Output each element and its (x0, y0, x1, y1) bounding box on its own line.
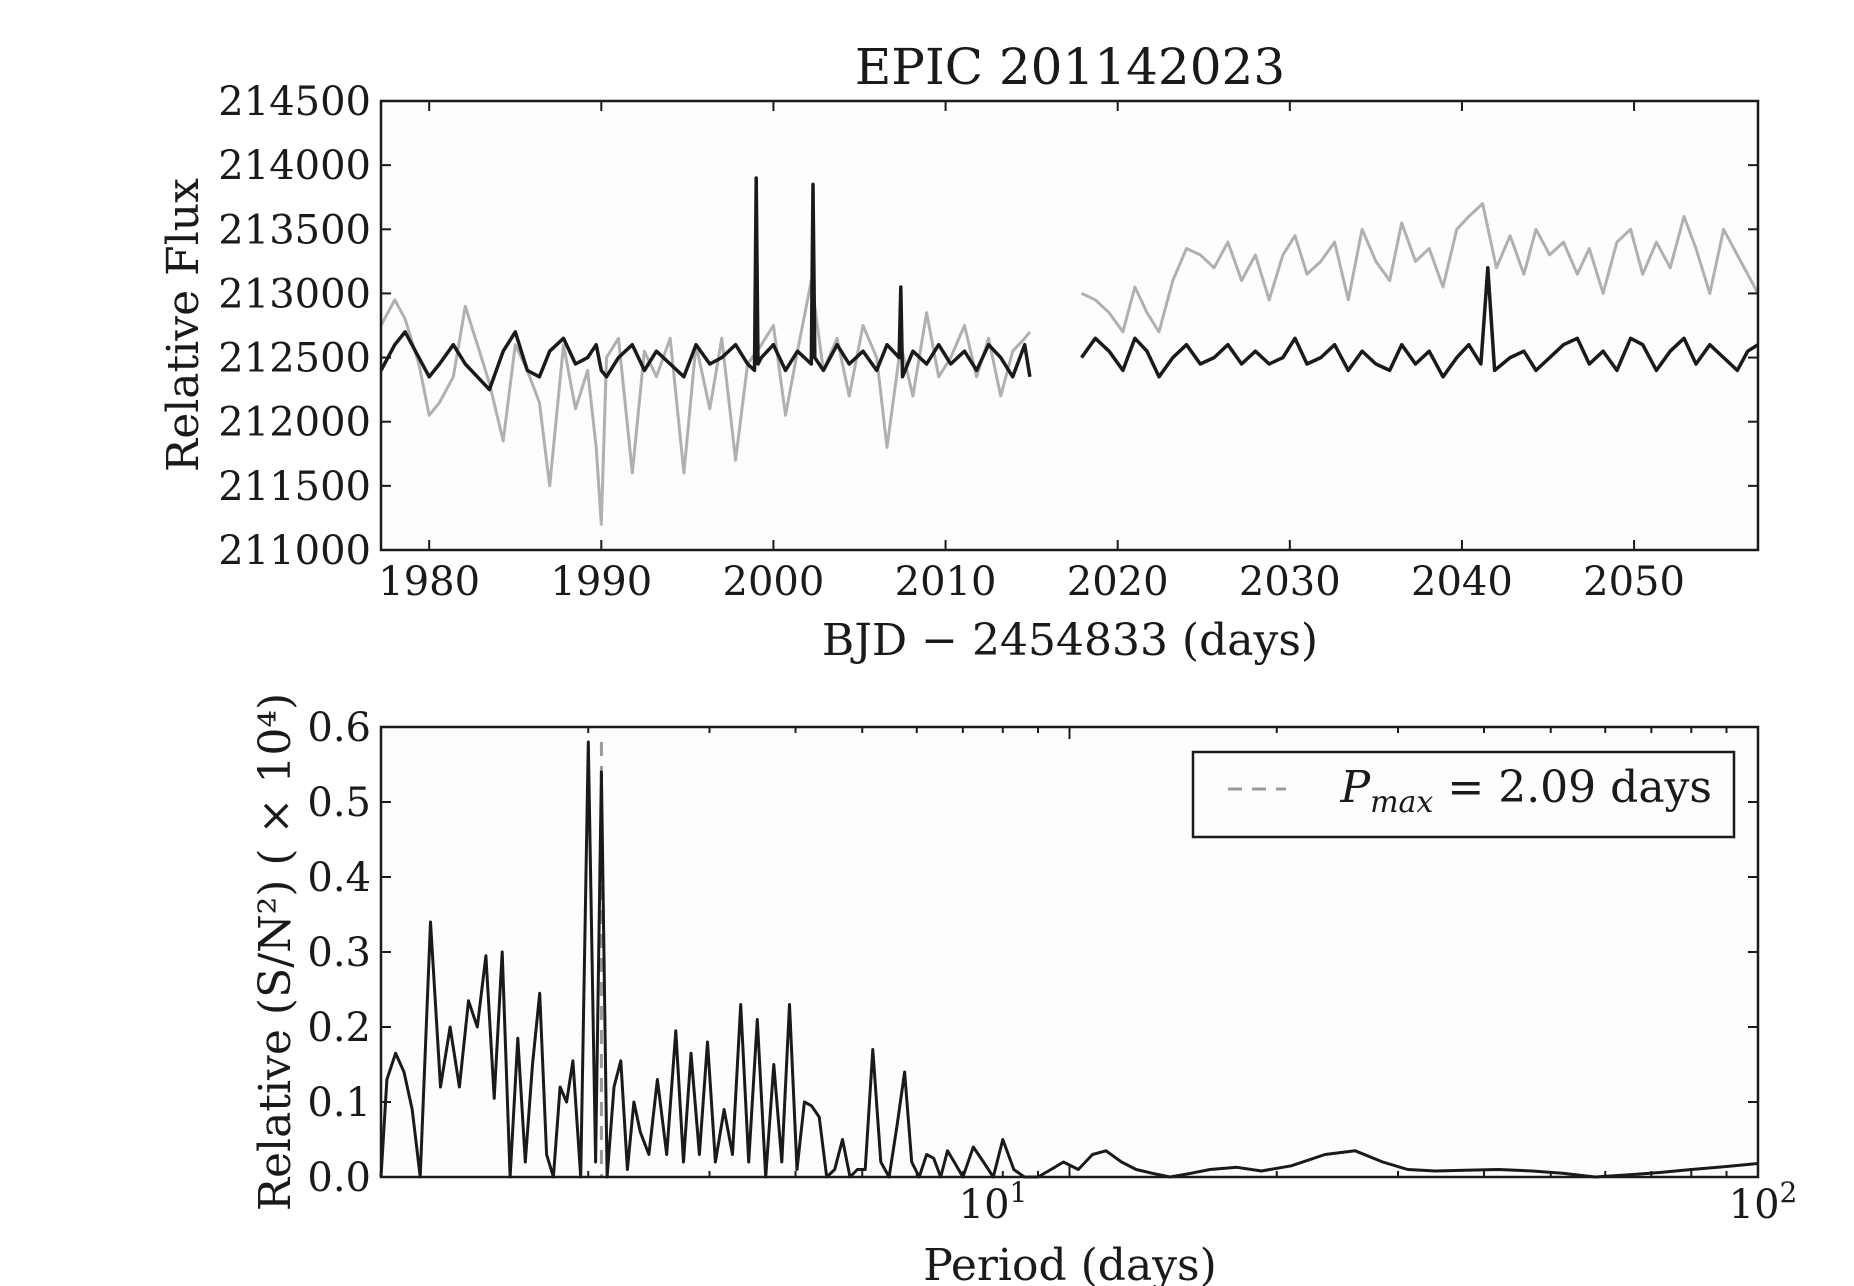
y-tick-label-212500: 212500 (218, 336, 371, 382)
periodogram-line (379, 740, 1759, 1179)
light-curve-series (379, 176, 1760, 526)
x-tick-label-1990: 1990 (550, 559, 652, 605)
pg-y-tick-label-0.5: 0.5 (307, 780, 371, 826)
pg-y-tick-label-0.4: 0.4 (307, 855, 371, 901)
periodogram-panel: 0.0 0.1 0.2 0.3 0.4 0.5 0.6 Pmax = 2.09 days 1… (250, 693, 1797, 1286)
y-tick-label-213500: 213500 (218, 207, 371, 253)
x-tick-label-2010: 2010 (895, 559, 997, 605)
pg-y-tick-label-0.1: 0.1 (307, 1080, 371, 1126)
x-tick-label-1980: 1980 (378, 559, 480, 605)
pg-y-tick-label-0.2: 0.2 (307, 1005, 371, 1051)
y-tick-label-211000: 211000 (218, 528, 371, 574)
x-tick-label-10: 101 (959, 1176, 1028, 1228)
y-tick-label-214000: 214000 (218, 143, 371, 189)
y-tick-label-211500: 211500 (218, 464, 371, 510)
x-tick-label-2040: 2040 (1411, 559, 1513, 605)
detrended-flux-line (379, 176, 1759, 392)
periodogram-x-label: Period (days) (923, 1240, 1217, 1286)
y-tick-label-213000: 213000 (218, 271, 371, 317)
periodogram-series (379, 740, 1759, 1179)
x-tick-label-2020: 2020 (1067, 559, 1169, 605)
light-curve-x-label: BJD − 2454833 (days) (822, 615, 1318, 666)
periodogram-y-label: Relative (S/N²) ( × 10⁴) (250, 693, 301, 1211)
light-curve-plot-area (381, 101, 1758, 550)
periodogram-ticks: 0.0 0.1 0.2 0.3 0.4 0.5 0.6 (307, 705, 1758, 1201)
pg-y-tick-label-0.3: 0.3 (307, 930, 371, 976)
x-tick-label-100: 102 (1729, 1176, 1798, 1228)
light-curve-frame (379, 99, 1760, 552)
legend-label: Pmax = 2.09 days (1339, 762, 1712, 820)
legend-box (1191, 750, 1736, 839)
x-tick-label-2050: 2050 (1583, 559, 1685, 605)
light-curve-ticks: 1980 1990 2000 2010 2020 2030 2040 2050 211000 21… (218, 79, 1758, 605)
x-tick-label-2000: 2000 (723, 559, 825, 605)
pg-y-tick-label-0.6: 0.6 (307, 705, 371, 751)
light-curve-y-label: Relative Flux (158, 178, 209, 472)
light-curve-panel: 1980 1990 2000 2010 2020 2030 2040 2050 211000 21… (158, 38, 1760, 666)
light-curve-title: EPIC 201142023 (855, 38, 1285, 96)
x-tick-label-2030: 2030 (1239, 559, 1341, 605)
y-tick-label-212000: 212000 (218, 400, 371, 446)
y-tick-label-214500: 214500 (218, 79, 371, 125)
pg-y-tick-label-0: 0.0 (307, 1155, 371, 1201)
periodogram-legend: Pmax = 2.09 days (1191, 750, 1736, 839)
